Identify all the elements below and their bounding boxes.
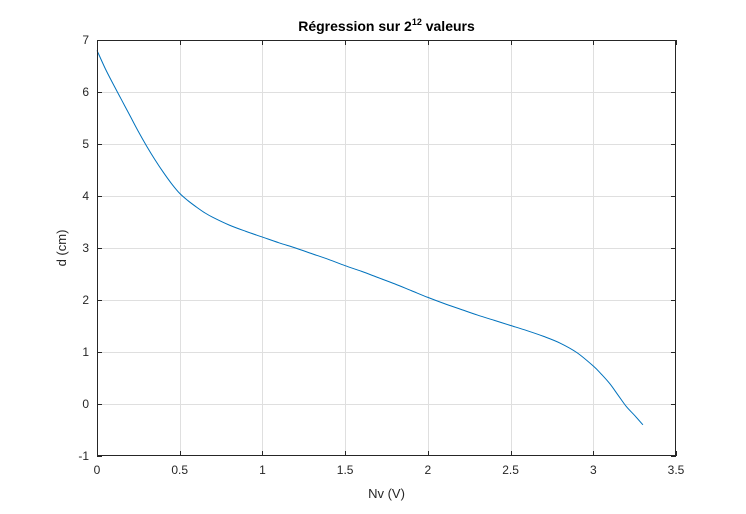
tick-marks — [97, 40, 677, 457]
x-tick-label: 0.5 — [171, 463, 188, 477]
chart-title-suffix: valeurs — [422, 18, 475, 34]
y-tick-label: 2 — [82, 293, 89, 307]
grid-lines — [97, 40, 676, 456]
x-tick-label: 3.5 — [668, 463, 685, 477]
x-tick-label: 2.5 — [502, 463, 519, 477]
chart-title: Régression sur 212 valeurs — [298, 17, 475, 34]
y-tick-labels: -1 0 1 2 3 4 5 6 7 — [78, 33, 89, 463]
y-tick-label: 4 — [82, 189, 89, 203]
y-tick-label: 5 — [82, 137, 89, 151]
y-axis-label: d (cm) — [54, 230, 69, 267]
x-axis-label: Nv (V) — [368, 486, 405, 501]
x-tick-label: 3 — [590, 463, 597, 477]
regression-series-line — [96, 50, 644, 426]
y-tick-label: 1 — [82, 345, 89, 359]
chart-title-text: Régression sur 2 — [298, 18, 412, 34]
y-tick-label: -1 — [78, 449, 89, 463]
y-tick-label: 3 — [82, 241, 89, 255]
series-layer — [96, 50, 644, 426]
y-tick-label: 0 — [82, 397, 89, 411]
chart-title-superscript: 12 — [412, 17, 422, 27]
x-tick-label: 1.5 — [337, 463, 354, 477]
x-tick-labels: 0 0.5 1 1.5 2 2.5 3 3.5 — [94, 463, 685, 477]
y-tick-label: 7 — [82, 33, 89, 47]
y-tick-label: 6 — [82, 85, 89, 99]
x-tick-label: 1 — [259, 463, 266, 477]
x-tick-label: 0 — [94, 463, 101, 477]
x-tick-label: 2 — [425, 463, 432, 477]
